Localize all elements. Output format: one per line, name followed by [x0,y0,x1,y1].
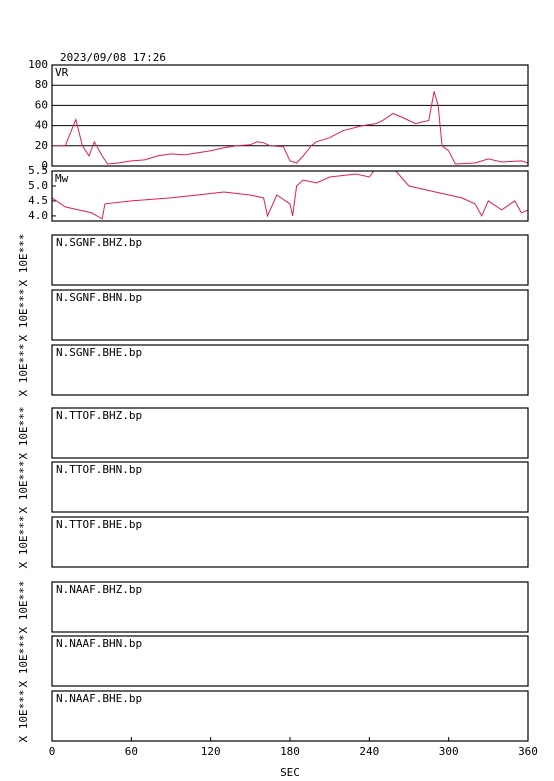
scale-label: X 10E*** [17,234,30,287]
scale-label: X 10E*** [17,344,30,397]
y-tick-label: 20 [35,139,48,152]
station-label: N.TTOF.BHE.bp [56,518,142,531]
y-tick-label: 4.5 [28,194,48,207]
panel-label: VR [55,66,69,79]
x-tick-label: 360 [518,745,538,758]
scale-label: X 10E*** [17,581,30,634]
y-tick-label: 0 [41,159,48,172]
station-panel [51,516,529,568]
x-tick-label: 0 [49,745,56,758]
scale-label: X 10E*** [17,635,30,688]
x-tick-label: 180 [280,745,300,758]
x-tick-label: 300 [439,745,459,758]
station-label: N.NAAF.BHN.bp [56,637,142,650]
panel-frame [51,170,529,222]
y-tick-label: 60 [35,98,48,111]
data-line [52,171,528,220]
station-label: N.SGNF.BHE.bp [56,346,142,359]
station-panel [51,461,529,513]
y-tick-label: 100 [28,58,48,71]
panel-label: Mw [55,172,69,185]
scale-label: X 10E*** [17,461,30,514]
station-label: N.TTOF.BHZ.bp [56,409,142,422]
station-label: N.SGNF.BHZ.bp [56,236,142,249]
station-label: N.TTOF.BHN.bp [56,463,142,476]
station-label: N.NAAF.BHE.bp [56,692,142,705]
station-label: N.NAAF.BHZ.bp [56,583,142,596]
station-panel [51,289,529,341]
y-tick-label: 80 [35,78,48,91]
y-tick-label: 40 [35,119,48,132]
y-tick-label: 5.0 [28,179,48,192]
data-line [52,91,528,165]
x-tick-label: 240 [359,745,379,758]
station-panel [51,581,529,633]
station-label: N.SGNF.BHN.bp [56,291,142,304]
timestamp: 2023/09/08 17:26 [60,51,166,64]
x-tick-label: 60 [125,745,138,758]
y-tick-label: 4.0 [28,209,48,222]
station-panel [51,407,529,459]
station-panel [51,234,529,286]
station-panel [51,344,529,396]
y-tick-label: 5.5 [28,164,48,177]
station-panel [51,635,529,687]
x-axis-label: SEC [280,766,300,779]
panel-frame [51,64,529,167]
scale-label: X 10E*** [17,407,30,460]
x-tick-label: 120 [201,745,221,758]
scale-label: X 10E*** [17,516,30,569]
scale-label: X 10E*** [17,289,30,342]
scale-label: X 10E*** [17,690,30,743]
